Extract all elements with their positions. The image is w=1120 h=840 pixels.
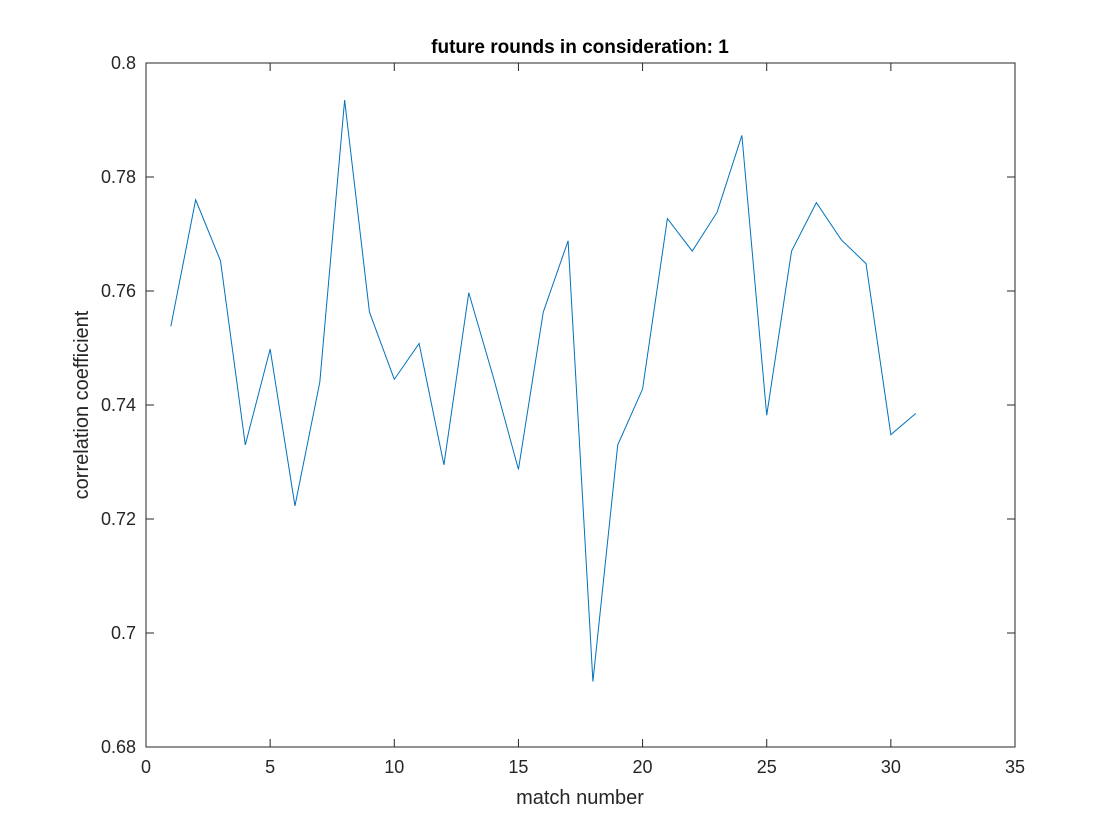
series-layer — [170, 99, 917, 682]
data-point — [468, 292, 469, 293]
x-tick-label: 10 — [384, 757, 404, 777]
data-point — [493, 378, 494, 379]
data-point — [692, 251, 693, 252]
y-tick-label: 0.68 — [101, 737, 136, 757]
x-tick-label: 30 — [881, 757, 901, 777]
data-point — [568, 240, 569, 241]
x-tick-label: 35 — [1005, 757, 1025, 777]
data-point — [866, 263, 867, 264]
y-tick-label: 0.8 — [111, 53, 136, 73]
data-point — [443, 464, 444, 465]
data-point — [766, 415, 767, 416]
data-point — [369, 312, 370, 313]
data-point — [518, 469, 519, 470]
data-point — [890, 434, 891, 435]
data-point — [592, 681, 593, 682]
x-axis-label: match number — [516, 787, 644, 809]
data-point — [294, 505, 295, 506]
data-point — [617, 444, 618, 445]
data-point — [543, 312, 544, 313]
y-tick-label: 0.74 — [101, 395, 136, 415]
data-point — [245, 444, 246, 445]
data-point — [741, 135, 742, 136]
data-point — [791, 251, 792, 252]
data-point — [915, 413, 916, 414]
y-axis-label: correlation coefficient — [71, 310, 93, 499]
x-tick-label: 25 — [757, 757, 777, 777]
y-tick-label: 0.78 — [101, 167, 136, 187]
data-point — [841, 239, 842, 240]
data-point — [319, 382, 320, 383]
plot-area — [146, 63, 1015, 747]
x-tick-label: 15 — [508, 757, 528, 777]
series-line — [170, 99, 917, 682]
data-point — [220, 260, 221, 261]
data-point — [170, 326, 171, 327]
data-point — [816, 202, 817, 203]
y-tick-label: 0.76 — [101, 281, 136, 301]
data-point — [394, 379, 395, 380]
data-point — [642, 389, 643, 390]
data-point — [270, 349, 271, 350]
x-tick-label: 20 — [633, 757, 653, 777]
data-point — [419, 343, 420, 344]
chart-title: future rounds in consideration: 1 — [431, 37, 729, 58]
x-tick-label: 0 — [141, 757, 151, 777]
tick-labels-layer: 0 5 10 15 20 25 30 35 0.68 0.7 0.72 0.74 0.76 0.78 0.8 — [101, 53, 1025, 777]
data-point — [195, 199, 196, 200]
axes-box — [145, 62, 1016, 748]
y-tick-label: 0.7 — [111, 623, 136, 643]
data-point — [717, 212, 718, 213]
data-point — [667, 218, 668, 219]
x-tick-label: 5 — [265, 757, 275, 777]
data-point — [344, 100, 345, 101]
y-tick-label: 0.72 — [101, 509, 136, 529]
